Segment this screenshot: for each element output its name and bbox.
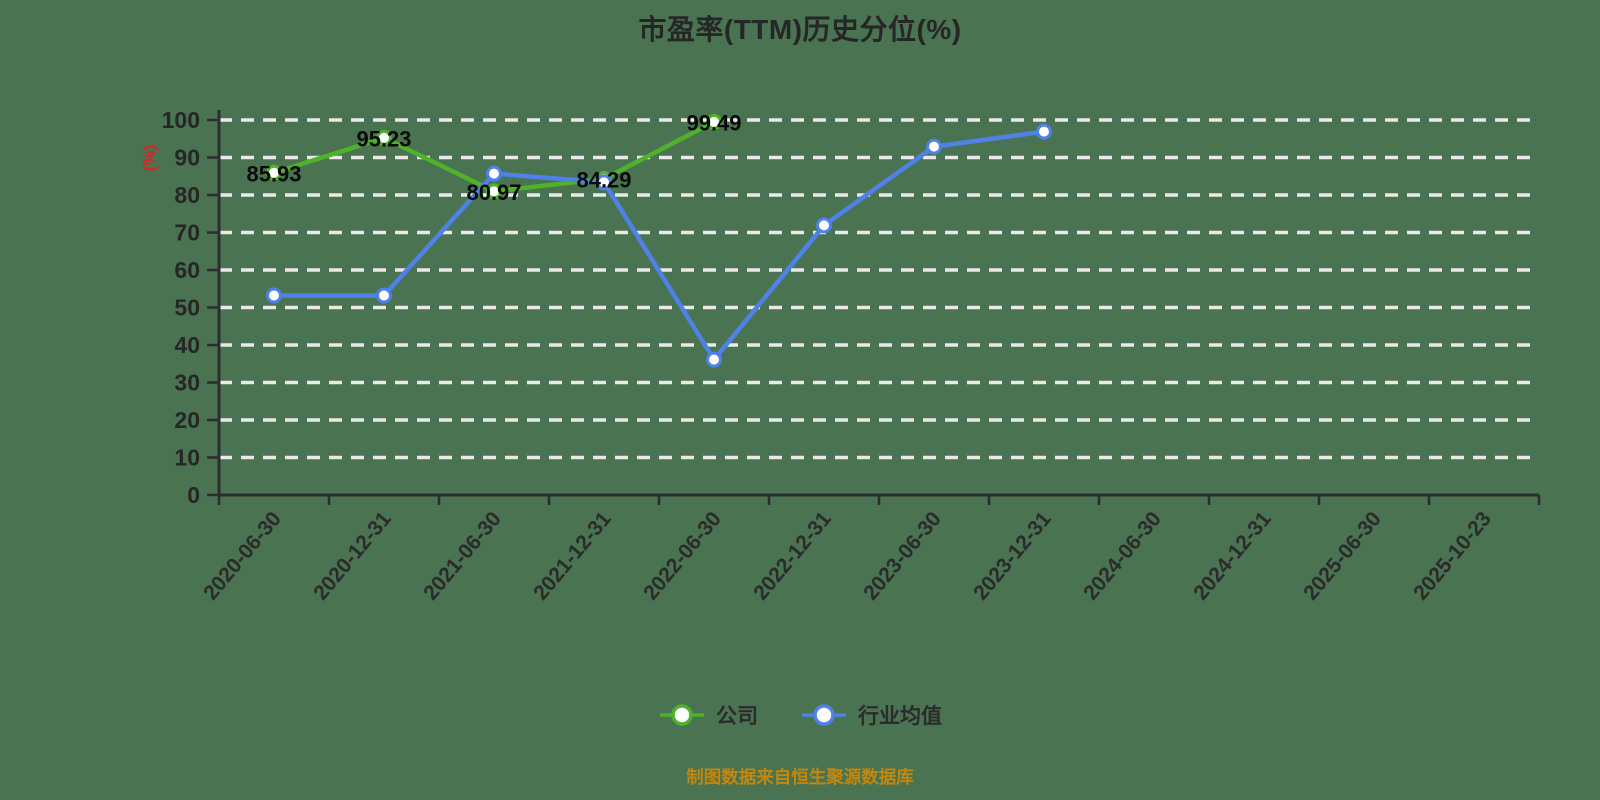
- series-industry-avg-point: [596, 174, 612, 191]
- svg-text:10: 10: [174, 445, 200, 471]
- x-axis-label: 2024-12-31: [1189, 507, 1276, 604]
- svg-text:30: 30: [174, 370, 200, 396]
- x-axis-label: 2023-06-30: [859, 507, 946, 604]
- x-axis-label: 2020-06-30: [199, 507, 286, 604]
- data-source-note: 制图数据来自恒生聚源数据库: [686, 767, 914, 787]
- x-axis-label: 2020-12-31: [309, 507, 396, 604]
- series-industry-avg-point: [376, 287, 392, 304]
- x-axis-label: 2021-12-31: [529, 507, 616, 604]
- data-labels: 85.93 95.23 80.97 84.29 99.49: [246, 110, 741, 204]
- svg-text:20: 20: [174, 407, 200, 433]
- series-company-point: [376, 129, 392, 146]
- series-industry-avg-point: [926, 138, 942, 155]
- series-industry-avg-line: [271, 129, 1047, 362]
- svg-text:60: 60: [174, 257, 200, 283]
- legend-label-industry-avg: 行业均值: [858, 705, 942, 728]
- series-industry-avg-point: [486, 165, 502, 182]
- legend-item-industry-avg[interactable]: 行业均值: [800, 700, 942, 730]
- x-axis-label: 2025-10-23: [1409, 507, 1496, 604]
- legend-marker-industry-avg-icon: [802, 704, 846, 726]
- series-industry-avg-point: [706, 351, 722, 368]
- series-company-point: [266, 164, 282, 181]
- y-axis-labels: 0 10 20 30 40 50 60 70 80 90 100: [162, 107, 200, 508]
- legend-label-company: 公司: [716, 705, 758, 728]
- series-industry-avg: [266, 123, 1052, 368]
- x-axis-label: 2024-06-30: [1079, 507, 1166, 604]
- svg-text:50: 50: [174, 295, 200, 321]
- axes: [207, 110, 1541, 505]
- y-axis-unit-label: (%): [140, 145, 159, 171]
- legend-item-company[interactable]: 公司: [658, 700, 758, 730]
- data-label: 95.23: [356, 126, 411, 151]
- series-industry-avg-point: [1036, 123, 1052, 140]
- svg-text:40: 40: [174, 332, 200, 358]
- svg-text:0: 0: [187, 482, 200, 508]
- svg-text:100: 100: [162, 107, 200, 133]
- series-company-point: [486, 183, 502, 200]
- series-industry-avg-point: [266, 287, 282, 304]
- series-industry-avg-point: [816, 217, 832, 234]
- gridlines: [219, 118, 1539, 460]
- data-label: 85.93: [246, 161, 301, 186]
- legend-marker-company-icon: [660, 704, 704, 726]
- svg-text:70: 70: [174, 220, 200, 246]
- svg-text:80: 80: [174, 182, 200, 208]
- x-axis-label: 2022-06-30: [639, 507, 726, 604]
- data-label: 99.49: [686, 110, 741, 135]
- svg-text:90: 90: [174, 145, 200, 171]
- chart-title: 市盈率(TTM)历史分位(%): [638, 14, 962, 45]
- x-axis-label: 2023-12-31: [969, 507, 1056, 604]
- series-company-point: [706, 113, 722, 130]
- x-axis-label: 2022-12-31: [749, 507, 836, 604]
- x-axis-labels: 2020-06-30 2020-12-31 2021-06-30 2021-12-31…: [199, 507, 1496, 604]
- x-axis-label: 2021-06-30: [419, 507, 506, 604]
- x-axis-label: 2025-06-30: [1299, 507, 1386, 604]
- data-label: 84.29: [576, 167, 631, 192]
- data-label: 80.97: [466, 180, 521, 205]
- legend: 公司 行业均值: [0, 700, 1600, 730]
